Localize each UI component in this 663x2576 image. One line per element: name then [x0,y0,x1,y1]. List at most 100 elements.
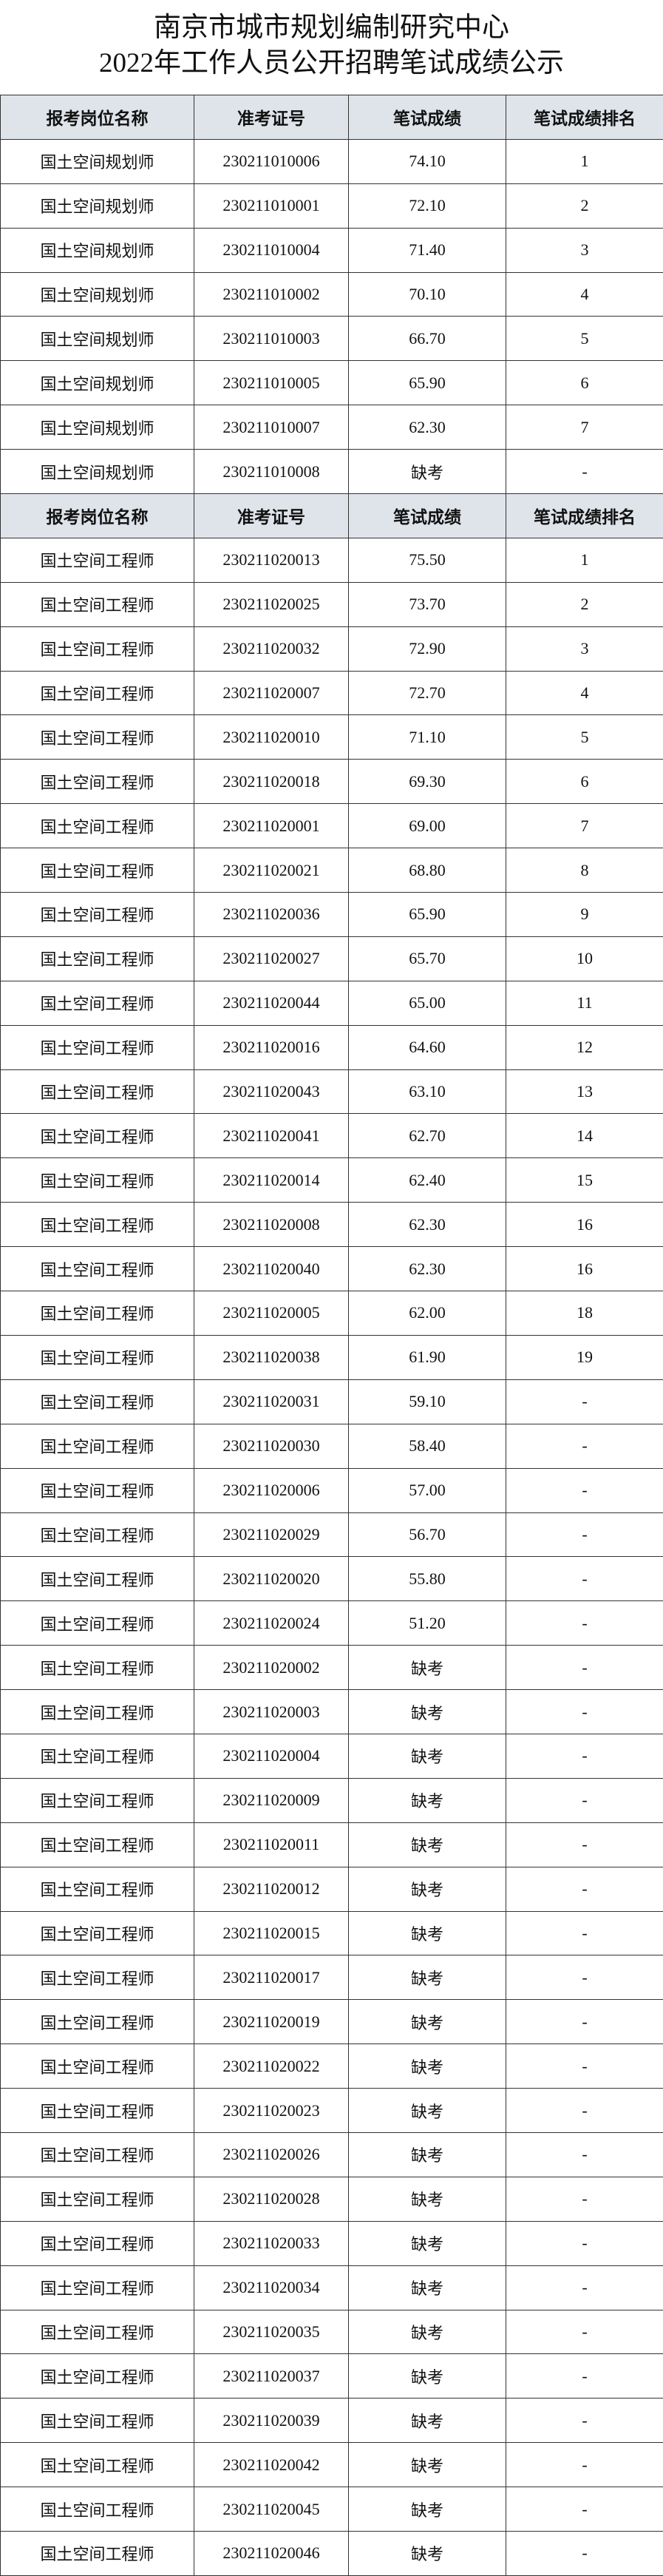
score-cell: 缺考 [348,1910,506,1956]
position-cell: 国土空间工程师 [0,1645,194,1691]
data-row: 国土空间工程师 230211020025 73.70 2 [0,581,663,627]
exam-number-cell: 230211020043 [194,1069,349,1115]
position-cell: 国土空间规划师 [0,360,194,406]
score-cell: 缺考 [348,2442,506,2488]
exam-number-cell: 230211020046 [194,2530,349,2576]
position-cell: 国土空间工程师 [0,936,194,981]
score-cell: 58.40 [348,1423,506,1469]
data-row: 国土空间工程师 230211020030 58.40- [0,1423,663,1469]
position-cell: 国土空间工程师 [0,2398,194,2444]
score-cell: 65.90 [348,892,506,937]
rank-cell: 11 [506,980,663,1026]
exam-number-cell: 230211020027 [194,936,349,981]
rank-cell: 10 [506,936,663,981]
rank-cell: 2 [506,183,663,229]
exam-number-cell: 230211020002 [194,1645,349,1691]
score-cell: 缺考 [348,2088,506,2133]
rank-cell: - [506,1733,663,1779]
data-row: 国土空间工程师 230211020015 缺考 - [0,1910,663,1956]
position-cell: 国土空间工程师 [0,1999,194,2045]
data-row: 国土空间规划师 230211010004 71.40 3 [0,227,663,273]
position-cell: 国土空间工程师 [0,1467,194,1513]
score-cell: 缺考 [348,2176,506,2222]
data-row: 国土空间工程师 230211020009 缺考 - [0,1777,663,1823]
data-row: 国土空间工程师 230211020002 缺考 - [0,1645,663,1691]
position-cell: 国土空间工程师 [0,1822,194,1867]
exam-number-cell: 230211010004 [194,227,349,273]
data-row: 国土空间工程师 230211020008 62.30 16 [0,1202,663,1248]
rank-cell: - [506,1910,663,1956]
position-cell: 国土空间工程师 [0,1600,194,1646]
rank-cell: - [506,1556,663,1602]
exam-number-cell: 230211020045 [194,2487,349,2532]
exam-number-cell: 230211020005 [194,1291,349,1336]
rank-cell: - [506,1999,663,2045]
data-row: 国土空间规划师 230211010003 66.70 5 [0,316,663,362]
score-cell: 缺考 [348,1645,506,1691]
exam-number-cell: 230211020023 [194,2088,349,2133]
exam-number-cell: 230211020007 [194,670,349,716]
score-cell: 70.10 [348,271,506,317]
score-cell: 62.70 [348,1113,506,1159]
score-cell: 缺考 [348,1822,506,1867]
position-cell: 国土空间工程师 [0,1069,194,1115]
data-row: 国土空间工程师 230211020011 缺考 - [0,1822,663,1867]
exam-number-cell: 230211020038 [194,1334,349,1380]
rank-cell: - [506,1777,663,1823]
rank-cell: 7 [506,803,663,849]
position-cell: 国土空间工程师 [0,1689,194,1734]
rank-cell: - [506,2442,663,2488]
position-cell: 国土空间工程师 [0,892,194,937]
position-cell: 国土空间规划师 [0,405,194,450]
exam-number-cell: 230211010001 [194,183,349,229]
position-cell: 国土空间规划师 [0,271,194,317]
exam-number-cell: 230211020021 [194,848,349,893]
score-cell: 62.30 [348,405,506,450]
rank-cell: 14 [506,1113,663,1159]
score-cell: 61.90 [348,1334,506,1380]
table-body: 报考岗位名称 准考证号 笔试成绩 笔试成绩排名 国土空间规划师 230211010006 7… [0,95,663,2576]
rank-cell: - [506,2265,663,2310]
exam-number-cell: 230211020010 [194,714,349,760]
position-cell: 国土空间工程师 [0,2353,194,2399]
rank-cell: 3 [506,227,663,273]
score-cell: 72.10 [348,183,506,229]
exam-number-cell: 230211020034 [194,2265,349,2310]
position-cell: 国土空间工程师 [0,1291,194,1336]
data-row: 国土空间工程师 230211020027 65.70 10 [0,936,663,981]
exam-number-cell: 230211020024 [194,1600,349,1646]
exam-number-cell: 230211020026 [194,2132,349,2177]
position-cell: 国土空间工程师 [0,2309,194,2355]
data-row: 国土空间规划师 230211010001 72.10 2 [0,183,663,229]
position-cell: 国土空间工程师 [0,2132,194,2177]
rank-cell: - [506,2132,663,2177]
rank-cell: - [506,1379,663,1424]
exam-number-cell: 230211010005 [194,360,349,406]
position-cell: 国土空间规划师 [0,138,194,184]
position-cell: 国土空间工程师 [0,2088,194,2133]
position-cell: 国土空间工程师 [0,1202,194,1248]
score-cell: 64.60 [348,1024,506,1070]
position-cell: 国土空间工程师 [0,2220,194,2266]
score-cell: 65.70 [348,936,506,981]
exam-number-cell: 230211010002 [194,271,349,317]
score-cell: 缺考 [348,1733,506,1779]
exam-number-cell: 230211020040 [194,1246,349,1292]
score-cell: 62.40 [348,1157,506,1203]
exam-number-cell: 230211020022 [194,2043,349,2089]
position-cell: 国土空间工程师 [0,1910,194,1956]
rank-cell: 5 [506,316,663,362]
position-cell: 国土空间工程师 [0,2265,194,2310]
rank-cell: 19 [506,1334,663,1380]
rank-cell: 18 [506,1291,663,1336]
score-cell: 63.10 [348,1069,506,1115]
score-cell: 缺考 [348,2309,506,2355]
data-row: 国土空间工程师 230211020019 缺考 - [0,1999,663,2045]
data-row: 国土空间工程师 230211020046 缺考 - [0,2530,663,2576]
data-row: 国土空间工程师 230211020005 62.00 18 [0,1291,663,1336]
rank-cell: 16 [506,1246,663,1292]
data-row: 国土空间工程师 230211020034 缺考 - [0,2265,663,2310]
position-cell: 国土空间工程师 [0,2043,194,2089]
header-row: 报考岗位名称 准考证号 笔试成绩 笔试成绩排名 [0,95,663,140]
rank-cell: 3 [506,626,663,672]
